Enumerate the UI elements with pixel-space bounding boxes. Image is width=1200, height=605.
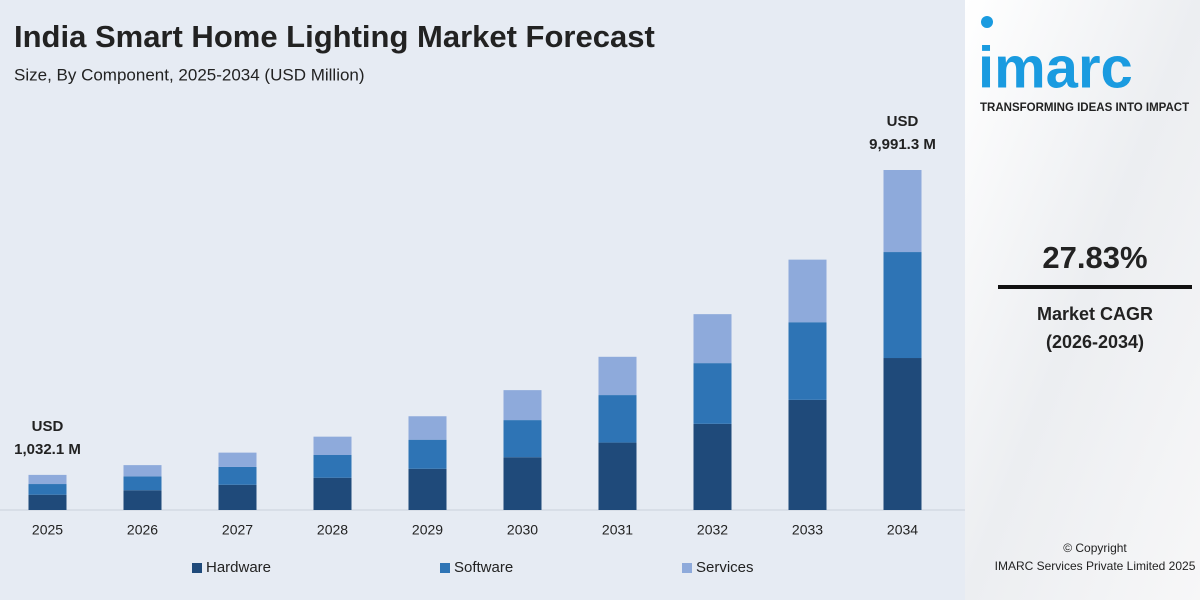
x-tick-label: 2030 (507, 522, 538, 538)
bar-segment (313, 477, 352, 510)
bar-segment (598, 395, 637, 443)
bar-segment (693, 314, 732, 364)
legend-swatch (440, 563, 450, 573)
x-tick-label: 2032 (697, 522, 728, 538)
x-tick-label: 2026 (127, 522, 158, 538)
bar-segment (788, 259, 827, 323)
bar-segment (123, 490, 162, 510)
bar-segment (883, 170, 922, 253)
bar-segment (313, 455, 352, 478)
bar-segment (218, 484, 257, 510)
bar-segment (408, 416, 447, 440)
bar-segment (123, 476, 162, 491)
bar-segment (693, 423, 732, 510)
bar-segment (788, 322, 827, 400)
bar-segment (693, 363, 732, 424)
x-tick-label: 2034 (887, 522, 918, 538)
bar-segment (28, 494, 67, 510)
logo: imarc (978, 35, 1133, 100)
total-label: 9,991.3 M (869, 136, 936, 153)
bar-segment (313, 436, 352, 456)
bar-segment (123, 465, 162, 477)
bar-segment (883, 358, 922, 510)
bar-segment (883, 252, 922, 359)
legend-swatch (682, 563, 692, 573)
bar-segment (503, 457, 542, 510)
cagr-value: 27.83% (1042, 240, 1147, 275)
x-tick-label: 2029 (412, 522, 443, 538)
total-label: USD (32, 418, 64, 435)
side-panel: imarc TRANSFORMING IDEAS INTO IMPACT 27.… (978, 16, 1196, 573)
bar-segment (598, 442, 637, 510)
legend-swatch (192, 563, 202, 573)
bar-segment (218, 452, 257, 467)
bar-segment (218, 466, 257, 485)
bar-segment (503, 420, 542, 458)
bar-segment (788, 399, 827, 510)
company: IMARC Services Private Limited 2025 (995, 559, 1196, 573)
legend-label: Software (454, 559, 513, 576)
side-background (965, 0, 1200, 600)
logo-dot (981, 16, 993, 28)
bar-segment (503, 390, 542, 421)
x-tick-label: 2031 (602, 522, 633, 538)
bar-segment (408, 468, 447, 510)
tagline: TRANSFORMING IDEAS INTO IMPACT (980, 102, 1189, 114)
chart-subtitle: Size, By Component, 2025-2034 (USD Milli… (14, 65, 365, 84)
bar-segment (28, 484, 67, 495)
copyright: © Copyright (1063, 541, 1127, 555)
total-label: USD (887, 113, 919, 130)
total-label: 1,032.1 M (14, 441, 81, 458)
x-tick-label: 2025 (32, 522, 63, 538)
bar-segment (598, 356, 637, 396)
plot: 2025 USD 1,032.1 M 2026 2027 2028 2029 2030 2031… (0, 113, 965, 576)
x-tick-label: 2033 (792, 522, 823, 538)
chart-title: India Smart Home Lighting Market Forecas… (14, 19, 655, 54)
legend-label: Hardware (206, 559, 271, 576)
bar-segment (408, 439, 447, 469)
cagr-period: (2026-2034) (1046, 332, 1144, 352)
legend-label: Services (696, 559, 754, 576)
bar-segment (28, 474, 67, 485)
x-tick-label: 2028 (317, 522, 348, 538)
cagr-label: Market CAGR (1037, 304, 1153, 324)
x-tick-label: 2027 (222, 522, 253, 538)
